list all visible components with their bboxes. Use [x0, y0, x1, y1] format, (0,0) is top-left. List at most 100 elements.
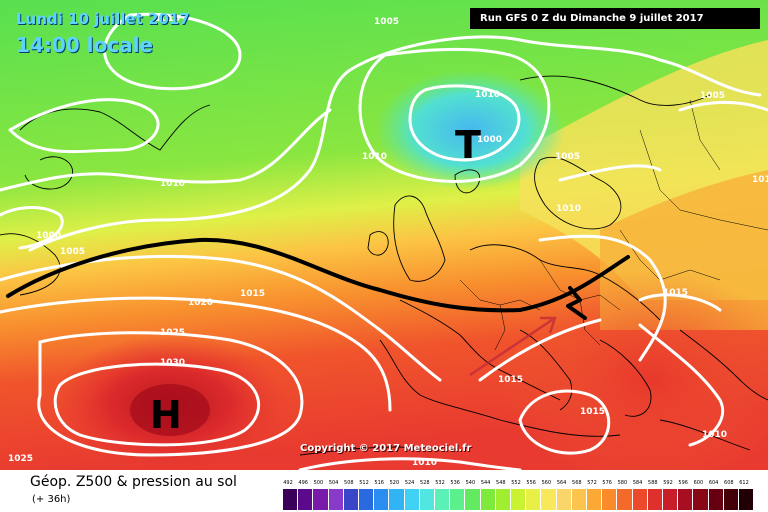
- legend-tick-label: 576: [602, 480, 612, 486]
- legend-swatch: [723, 489, 738, 510]
- legend-tick-label: 536: [450, 480, 460, 486]
- warm-advection-arrow: [469, 316, 557, 377]
- jet-front-line: [6, 237, 630, 313]
- legend-swatch: [693, 489, 708, 510]
- legend-swatch: [404, 489, 419, 510]
- legend-tick-label: 568: [572, 480, 582, 486]
- legend-tick-label: 492: [283, 480, 293, 486]
- legend-swatch: [298, 489, 313, 510]
- legend-tick-label: 520: [389, 480, 400, 486]
- legend-swatch: [419, 489, 434, 510]
- legend-swatch: [526, 489, 541, 510]
- legend-tick-label: 496: [298, 480, 308, 486]
- legend-tick-label: 532: [435, 480, 445, 486]
- legend-swatch: [511, 489, 526, 510]
- legend-swatch: [283, 489, 298, 510]
- legend-swatch: [450, 489, 465, 510]
- legend-swatch: [663, 489, 678, 510]
- isobar-label: 1010: [362, 152, 387, 162]
- legend-tick-label: 508: [344, 480, 354, 486]
- legend-tick-label: 600: [693, 480, 704, 486]
- legend-tick-label: 572: [587, 480, 597, 486]
- forecast-map: 1005 1010 1010 1010 1005 1000 1005 1000 …: [0, 0, 768, 470]
- legend-swatch: [708, 489, 723, 510]
- legend-tick-label: 500: [313, 480, 324, 486]
- isobar-label: 1005: [60, 247, 85, 257]
- isobar-label: 1010: [556, 204, 581, 214]
- isobar-lines: [0, 12, 768, 470]
- legend-tick-label: 588: [648, 480, 658, 486]
- storm-bolt-icon: [566, 286, 587, 320]
- coastlines: [0, 75, 768, 456]
- forecast-lead-time: (+ 36h): [32, 494, 71, 505]
- legend-swatch: [632, 489, 647, 510]
- isobar-label: 1010: [160, 179, 185, 189]
- isobar-label: 1000: [477, 135, 502, 145]
- isobar-label: 1025: [8, 454, 33, 464]
- legend-tick-label: 560: [541, 480, 552, 486]
- legend-swatch: [617, 489, 632, 510]
- legend-tick-label: 540: [465, 480, 476, 486]
- legend-swatch: [435, 489, 450, 510]
- legend-tick-label: 592: [663, 480, 673, 486]
- legend-tick-label: 556: [526, 480, 536, 486]
- legend-swatch: [389, 489, 404, 510]
- legend-tick-label: 564: [556, 480, 567, 486]
- forecast-date: Lundi 10 juillet 2017: [16, 10, 190, 28]
- legend-swatch: [465, 489, 480, 510]
- low-pressure-symbol: T: [455, 123, 481, 167]
- legend-swatch: [313, 489, 328, 510]
- color-scale-legend: 492 496 500 504 508 512 516 520 524 528 532 536 540 5…: [283, 480, 754, 512]
- isobar-label: 1000: [36, 231, 61, 241]
- forecast-time: 14:00 locale: [16, 33, 153, 57]
- low-pressure-core: [375, 70, 565, 190]
- isobar-labels: 1005 1010 1010 1010 1005 1000 1005 1000 …: [8, 14, 768, 468]
- legend-tick-label: 528: [420, 480, 430, 486]
- isobar-label: 1015: [498, 375, 523, 385]
- legend-tick-label: 604: [708, 480, 719, 486]
- isobar-label: 1010: [412, 458, 437, 468]
- legend-tick-label: 580: [617, 480, 628, 486]
- legend-tick-label: 608: [724, 480, 734, 486]
- legend-swatch: [541, 489, 556, 510]
- legend-swatch: [359, 489, 374, 510]
- copyright-notice: Copyright © 2017 Meteociel.fr: [300, 443, 472, 454]
- legend-swatch: [328, 489, 343, 510]
- legend-swatch: [556, 489, 571, 510]
- isobar-label: 1025: [160, 328, 185, 338]
- legend-tick-label: 524: [404, 480, 415, 486]
- isobar-label: 1005: [555, 152, 580, 162]
- legend-tick-label: 516: [374, 480, 384, 486]
- isobar-label: 1015: [663, 288, 688, 298]
- country-borders: [459, 99, 768, 351]
- legend-swatch: [343, 489, 358, 510]
- legend-tick-label: 612: [739, 480, 749, 486]
- legend-swatch: [571, 489, 586, 510]
- legend-swatch: [495, 489, 510, 510]
- legend-swatch: [678, 489, 693, 510]
- legend-swatch: [587, 489, 602, 510]
- isobar-label: 1010: [155, 14, 180, 24]
- legend-swatch: [480, 489, 495, 510]
- legend-swatch: [647, 489, 662, 510]
- high-pressure-inner: [130, 384, 210, 436]
- isobar-label: 1010: [475, 90, 500, 100]
- model-run-label: Run GFS 0 Z du Dimanche 9 juillet 2017: [470, 8, 760, 29]
- warm-core-balkans: [500, 270, 768, 470]
- legend-tick-label: 552: [511, 480, 521, 486]
- legend-swatch: [602, 489, 617, 510]
- legend-tick-label: 596: [678, 480, 688, 486]
- legend-tick-label: 504: [328, 480, 339, 486]
- isobar-label: 1015: [240, 289, 265, 299]
- map-title: Géop. Z500 & pression au sol: [30, 474, 237, 490]
- isobar-label: 1020: [188, 298, 213, 308]
- legend-tick-label: 584: [632, 480, 643, 486]
- map-footer: Géop. Z500 & pression au sol (+ 36h) 492…: [0, 470, 768, 512]
- legend-tick-label: 544: [480, 480, 491, 486]
- isobar-label: 1005: [374, 17, 399, 27]
- isobar-label: 1030: [160, 358, 185, 368]
- legend-swatch: [374, 489, 389, 510]
- isobar-label: 1010: [702, 430, 727, 440]
- isobar-label: 1010: [752, 175, 768, 185]
- isobar-label: 1015: [580, 407, 605, 417]
